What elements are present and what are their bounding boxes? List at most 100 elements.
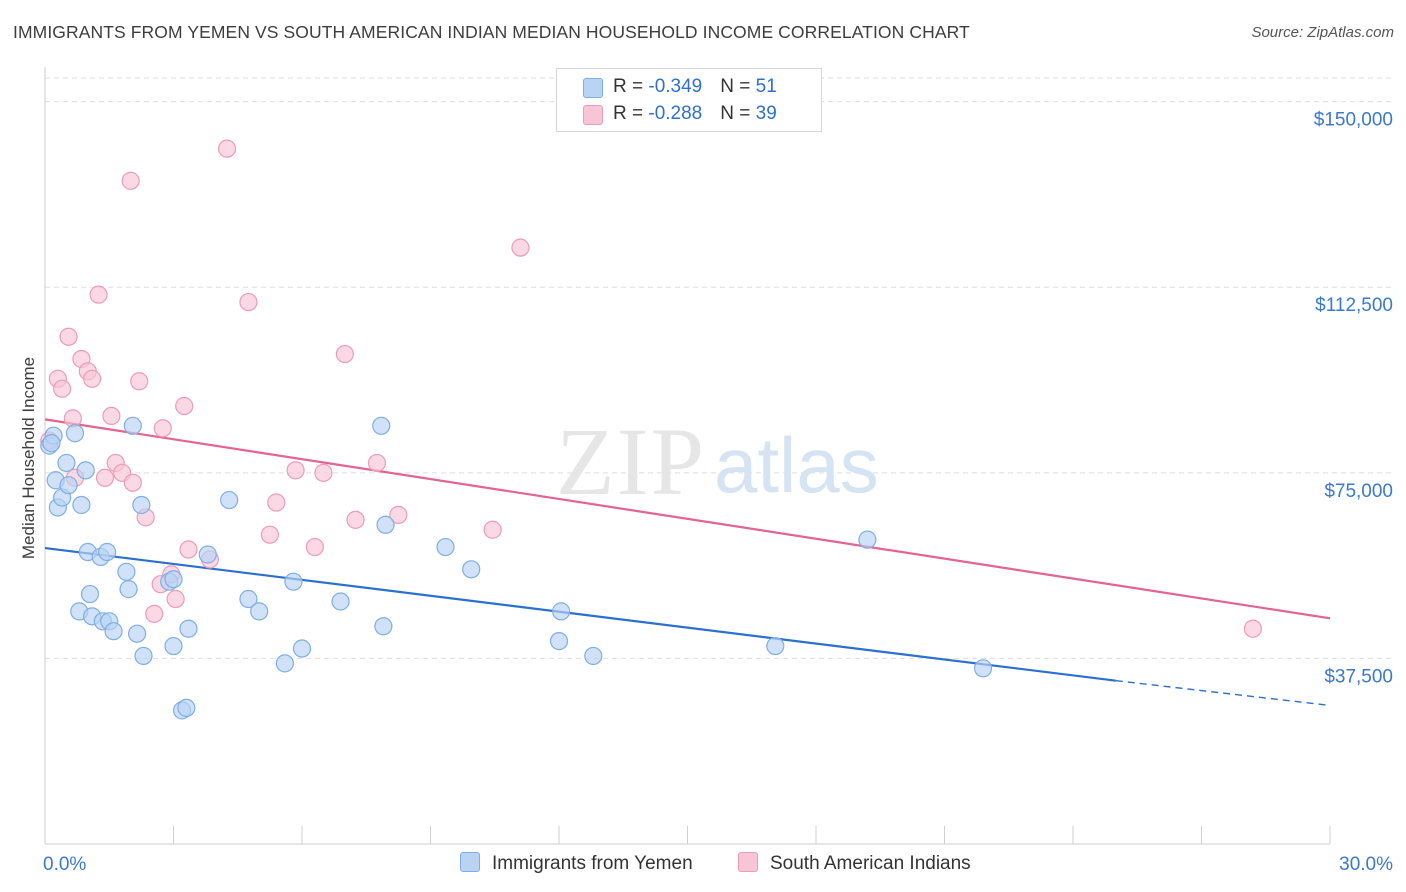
data-point-south-american-indians	[286, 461, 305, 480]
data-point-south-american-indians	[389, 505, 408, 524]
bottom-legend-label-yemen: Immigrants from Yemen	[492, 853, 693, 874]
data-point-yemen	[858, 530, 877, 549]
data-point-yemen	[179, 619, 198, 638]
x-tick-label-max: 30.0%	[1339, 854, 1393, 875]
chart-title: IMMIGRANTS FROM YEMEN VS SOUTH AMERICAN …	[13, 22, 970, 42]
data-point-yemen	[372, 416, 391, 435]
data-point-south-american-indians	[305, 537, 324, 557]
data-point-south-american-indians	[153, 419, 172, 438]
data-point-south-american-indians	[83, 369, 102, 388]
data-point-yemen	[584, 646, 603, 666]
trend-lines	[44, 418, 1331, 707]
data-point-yemen	[104, 622, 123, 641]
watermark-zip: ZIP	[556, 408, 706, 515]
data-point-south-american-indians	[483, 520, 502, 539]
tick-labels: $37,500 $75,000 $112,500 $150,000 0.0% 30.0%	[43, 110, 1393, 875]
source-label: Source: ZipAtlas.com	[1251, 24, 1394, 41]
data-point-yemen	[76, 461, 95, 480]
data-point-yemen	[275, 654, 294, 673]
y-tick-label: $75,000	[1324, 481, 1393, 502]
watermark-atlas: atlas	[714, 421, 879, 509]
data-point-south-american-indians	[217, 139, 237, 158]
data-point-yemen	[292, 639, 312, 658]
bottom-legend-yemen: Immigrants from Yemen	[460, 852, 693, 875]
trendline-yemen	[44, 546, 1116, 682]
bottom-legend-swatch-sai	[738, 852, 758, 872]
data-point-yemen	[132, 495, 151, 515]
y-tick-label: $150,000	[1314, 110, 1393, 131]
bottom-legend-swatch-yemen	[460, 852, 480, 872]
data-point-south-american-indians	[239, 292, 258, 312]
data-point-south-american-indians	[59, 327, 78, 346]
data-point-yemen	[552, 602, 571, 621]
data-point-south-american-indians	[89, 285, 108, 304]
data-point-yemen	[198, 545, 217, 564]
data-point-south-american-indians	[260, 525, 279, 544]
axes	[44, 67, 1331, 845]
data-point-yemen	[72, 495, 91, 515]
data-point-south-american-indians	[166, 589, 185, 609]
x-tick-label-min: 0.0%	[43, 854, 86, 875]
legend-swatch-sai	[583, 105, 603, 125]
data-point-yemen	[436, 537, 455, 557]
legend-text-sai: R = -0.288 N = 39	[613, 103, 777, 125]
data-point-yemen	[376, 515, 395, 534]
data-point-yemen	[65, 424, 85, 443]
grid-lines	[45, 77, 1395, 659]
legend-swatch-yemen	[583, 78, 603, 98]
data-point-yemen	[164, 570, 183, 589]
data-point-yemen	[59, 476, 78, 495]
data-point-south-american-indians	[175, 396, 194, 416]
data-point-yemen	[239, 589, 258, 609]
data-point-south-american-indians	[511, 238, 530, 257]
legend-n-label: N =	[720, 103, 756, 124]
data-point-yemen	[374, 617, 393, 636]
data-point-yemen	[119, 580, 138, 599]
data-point-yemen	[80, 584, 100, 604]
y-tick-label: $112,500	[1315, 295, 1393, 316]
data-point-yemen	[462, 560, 481, 579]
data-point-yemen	[117, 562, 136, 581]
data-point-yemen	[134, 646, 153, 666]
data-point-yemen	[177, 698, 196, 718]
zipatlas-watermark: ZIP atlas	[556, 408, 879, 515]
data-point-yemen	[220, 490, 239, 510]
y-axis-label: Median Household Income	[19, 357, 38, 559]
data-point-south-american-indians	[367, 453, 387, 473]
legend-n-value-yemen: 51	[755, 76, 777, 97]
data-point-yemen	[57, 453, 76, 473]
data-point-yemen	[284, 572, 303, 591]
data-point-south-american-indians	[130, 372, 149, 391]
data-point-south-american-indians	[346, 510, 365, 529]
legend-r-label: R =	[613, 103, 649, 124]
legend-r-value-yemen: -0.349	[648, 76, 703, 97]
data-point-south-american-indians	[63, 409, 82, 428]
legend-r-label: R =	[613, 76, 649, 97]
data-point-yemen	[973, 659, 993, 678]
data-point-south-american-indians	[95, 468, 115, 487]
trendline-yemen-extension	[1115, 679, 1331, 707]
correlation-legend: R = -0.349 N = 51 R = -0.288 N = 39	[556, 68, 822, 132]
data-point-south-american-indians	[179, 540, 198, 559]
data-point-yemen	[549, 631, 569, 651]
data-point-south-american-indians	[123, 473, 142, 492]
data-point-south-american-indians	[145, 604, 164, 623]
data-point-yemen	[127, 624, 147, 643]
bottom-legend-sai: South American Indians	[738, 852, 971, 875]
data-point-south-american-indians	[102, 406, 121, 426]
data-point-south-american-indians	[1243, 619, 1263, 638]
legend-n-value-sai: 39	[755, 103, 777, 124]
trendline-sai	[44, 418, 1331, 620]
data-point-south-american-indians	[314, 463, 333, 482]
legend-n-label: N =	[720, 76, 756, 97]
data-points	[40, 139, 1263, 720]
legend-r-value-sai: -0.288	[648, 103, 703, 124]
data-point-south-american-indians	[53, 379, 72, 398]
data-point-yemen	[250, 602, 269, 621]
data-point-yemen	[766, 636, 785, 656]
y-tick-label: $37,500	[1324, 666, 1393, 687]
data-point-south-american-indians	[335, 344, 354, 364]
data-point-yemen	[123, 416, 142, 435]
data-point-yemen	[331, 592, 350, 611]
